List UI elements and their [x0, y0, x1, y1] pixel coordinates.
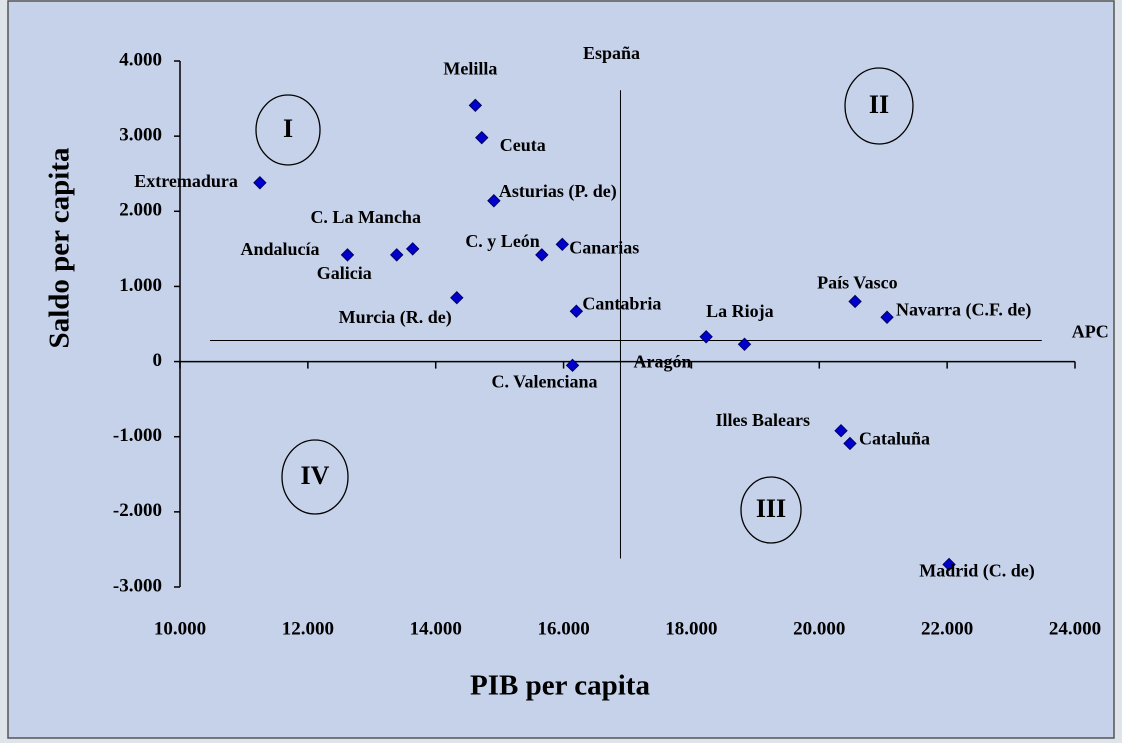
x-axis-title: PIB per capita — [470, 670, 650, 702]
point-label: Navarra (C.F. de) — [896, 299, 1031, 320]
data-point — [555, 237, 570, 252]
point-label: Galicia — [317, 263, 372, 283]
quadrant-label: I — [283, 114, 293, 143]
quadrant-circle — [844, 67, 914, 145]
point-label: Madrid (C. de) — [919, 561, 1035, 582]
quadrant-label: IV — [301, 461, 330, 490]
point-label: C. y León — [465, 231, 540, 251]
quadrant-circle — [255, 94, 321, 166]
y-axis-title: Saldo per capita — [44, 147, 76, 348]
quadrant-circle — [281, 439, 349, 515]
y-tick-label: -3.000 — [113, 575, 162, 596]
quadrant-label: II — [869, 90, 889, 119]
data-point — [468, 98, 483, 113]
point-label: La Rioja — [706, 301, 774, 321]
point-label: Asturias (P. de) — [499, 181, 617, 202]
plot-background — [7, 0, 1115, 739]
x-tick-label: 18.000 — [665, 618, 717, 639]
data-point — [848, 294, 862, 309]
point-label: Canarias — [569, 237, 639, 257]
y-tick-label: 0 — [153, 350, 163, 371]
point-label: Aragón — [633, 351, 691, 371]
data-point — [535, 248, 549, 262]
x-tick-label: 10.000 — [154, 618, 206, 639]
reference-label: APC — [1072, 322, 1109, 342]
data-point — [737, 337, 752, 351]
quadrant-circle — [740, 476, 802, 544]
point-label: Melilla — [443, 58, 497, 78]
x-tick-label: 20.000 — [793, 618, 845, 639]
reference-label: España — [583, 43, 640, 63]
data-point — [340, 248, 355, 262]
point-label: País Vasco — [817, 273, 898, 293]
point-label: Cantabria — [582, 293, 661, 313]
y-tick-label: -2.000 — [113, 500, 162, 521]
x-tick-label: 22.000 — [921, 618, 973, 639]
point-label: C. La Mancha — [310, 207, 421, 227]
y-tick-label: 4.000 — [119, 49, 162, 70]
data-point — [487, 194, 501, 208]
data-point — [405, 242, 420, 256]
x-tick-label: 12.000 — [282, 618, 334, 639]
point-label: Extremadura — [134, 171, 238, 191]
y-tick-label: 3.000 — [119, 125, 162, 146]
data-point — [390, 248, 404, 262]
point-label: Illes Balears — [716, 410, 811, 430]
quadrant-label: III — [756, 494, 786, 523]
data-point — [843, 436, 857, 451]
point-label: C. Valenciana — [492, 371, 598, 391]
x-tick-label: 16.000 — [537, 618, 589, 639]
point-label: Murcia (R. de) — [339, 307, 452, 328]
data-point — [253, 176, 267, 190]
x-tick-label: 14.000 — [410, 618, 462, 639]
point-label: Cataluña — [859, 429, 930, 449]
data-point — [475, 130, 489, 145]
y-tick-label: 1.000 — [119, 275, 162, 296]
data-point — [834, 423, 848, 438]
point-label: Andalucía — [240, 239, 319, 259]
x-tick-label: 24.000 — [1049, 618, 1101, 639]
y-tick-label: -1.000 — [113, 425, 162, 446]
y-tick-label: 2.000 — [119, 200, 162, 221]
data-point — [699, 330, 713, 344]
data-point — [569, 304, 584, 318]
data-point — [942, 557, 956, 572]
data-point — [565, 358, 580, 373]
data-point — [450, 290, 464, 305]
point-label: Ceuta — [500, 135, 546, 155]
data-point — [880, 310, 894, 324]
